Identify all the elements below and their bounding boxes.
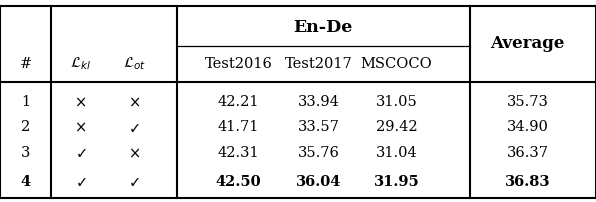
- Text: 34.90: 34.90: [507, 120, 548, 134]
- Text: 33.94: 33.94: [298, 95, 340, 109]
- Text: $\checkmark$: $\checkmark$: [128, 120, 140, 135]
- Text: $\times$: $\times$: [128, 95, 140, 109]
- Text: $\mathcal{L}_{kl}$: $\mathcal{L}_{kl}$: [70, 55, 91, 72]
- Text: #: #: [20, 57, 32, 71]
- Text: $\mathcal{L}_{ot}$: $\mathcal{L}_{ot}$: [123, 55, 145, 72]
- Text: 35.76: 35.76: [298, 145, 340, 160]
- Text: $\checkmark$: $\checkmark$: [74, 145, 86, 160]
- Text: 36.04: 36.04: [296, 175, 342, 189]
- Text: 36.83: 36.83: [505, 175, 550, 189]
- Text: 33.57: 33.57: [298, 120, 340, 134]
- Text: Average: Average: [491, 35, 564, 53]
- Text: 42.31: 42.31: [218, 145, 259, 160]
- Text: 41.71: 41.71: [218, 120, 259, 134]
- Text: Test2016: Test2016: [204, 57, 272, 71]
- Text: $\times$: $\times$: [74, 95, 86, 109]
- Text: MSCOCO: MSCOCO: [361, 57, 432, 71]
- Text: 42.50: 42.50: [216, 175, 261, 189]
- Text: Test2017: Test2017: [285, 57, 353, 71]
- Text: $\checkmark$: $\checkmark$: [74, 174, 86, 189]
- Text: $\times$: $\times$: [74, 120, 86, 135]
- Text: 42.21: 42.21: [218, 95, 259, 109]
- Text: En-De: En-De: [294, 19, 353, 36]
- Text: 31.04: 31.04: [375, 145, 417, 160]
- Text: $\times$: $\times$: [128, 145, 140, 160]
- Text: 29.42: 29.42: [375, 120, 417, 134]
- Text: $\checkmark$: $\checkmark$: [128, 174, 140, 189]
- Text: 4: 4: [21, 175, 30, 189]
- Text: 31.95: 31.95: [374, 175, 419, 189]
- Text: 36.37: 36.37: [507, 145, 548, 160]
- Text: 31.05: 31.05: [375, 95, 417, 109]
- Text: 1: 1: [21, 95, 30, 109]
- Text: 35.73: 35.73: [507, 95, 548, 109]
- Text: 3: 3: [21, 145, 30, 160]
- Text: 2: 2: [21, 120, 30, 134]
